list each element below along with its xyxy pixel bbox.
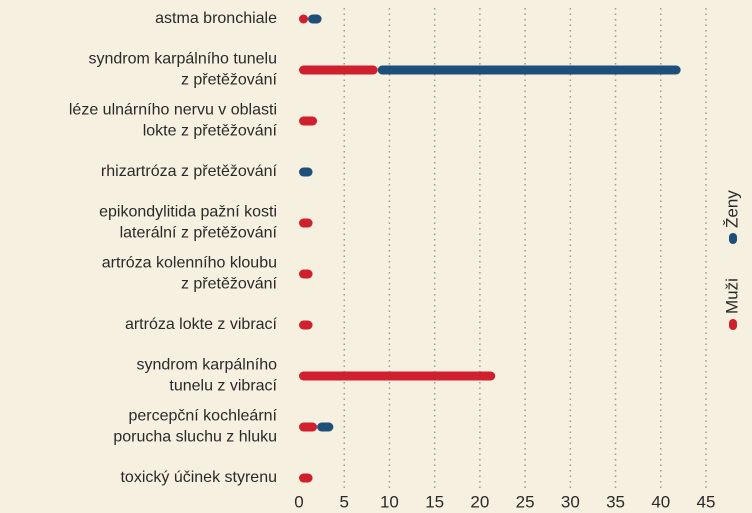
x-tick-label: 0 xyxy=(294,492,303,511)
bar xyxy=(299,218,313,228)
y-tick-label: artróza kolenního kloubu xyxy=(102,255,277,272)
legend: Muži Ženy xyxy=(722,190,741,330)
y-tick-label: léze ulnárního nervu v oblasti xyxy=(69,102,277,119)
legend-label: Muži xyxy=(722,278,741,314)
y-tick-label: epikondylitida pažní kosti xyxy=(99,204,277,221)
legend-label: Ženy xyxy=(722,190,741,228)
y-tick-label: z přetěžování xyxy=(181,72,278,89)
x-tick-label: 45 xyxy=(697,492,716,511)
y-tick-label: lokte z přetěžování xyxy=(143,123,278,140)
bar xyxy=(317,422,334,432)
bar xyxy=(299,65,378,75)
bar xyxy=(377,65,681,75)
legend-marker xyxy=(729,233,737,244)
y-tick-label: tunelu z vibrací xyxy=(169,378,277,395)
bar xyxy=(299,269,313,279)
y-tick-label: astma bronchiale xyxy=(155,10,277,27)
y-tick-label: laterální z přetěžování xyxy=(120,225,278,242)
y-tick-label: percepční kochleární xyxy=(128,408,277,425)
y-tick-label: toxický účinek styrenu xyxy=(120,469,277,486)
x-tick-label: 30 xyxy=(561,492,580,511)
x-tick-label: 35 xyxy=(606,492,625,511)
x-tick-label: 25 xyxy=(516,492,535,511)
x-tick-label: 40 xyxy=(651,492,670,511)
y-tick-label: artróza lokte z vibrací xyxy=(125,316,278,333)
x-tick-label: 10 xyxy=(380,492,399,511)
legend-marker xyxy=(729,319,737,330)
bar xyxy=(299,320,313,330)
y-tick-label: syndrom karpálního tunelu xyxy=(88,51,277,68)
bar xyxy=(299,473,313,483)
x-tick-label: 5 xyxy=(339,492,348,511)
bar xyxy=(299,167,313,177)
bar xyxy=(299,116,318,126)
x-tick-label: 15 xyxy=(425,492,444,511)
bar xyxy=(299,422,318,432)
bar xyxy=(308,14,322,24)
y-tick-label: rhizartróza z přetěžování xyxy=(101,163,278,180)
x-tick-label: 20 xyxy=(470,492,489,511)
bar xyxy=(299,371,496,381)
bar xyxy=(299,14,309,24)
y-tick-label: syndrom karpálního xyxy=(136,357,277,374)
y-tick-label: porucha sluchu z hluku xyxy=(113,429,277,446)
y-tick-label: z přetěžování xyxy=(181,276,278,293)
